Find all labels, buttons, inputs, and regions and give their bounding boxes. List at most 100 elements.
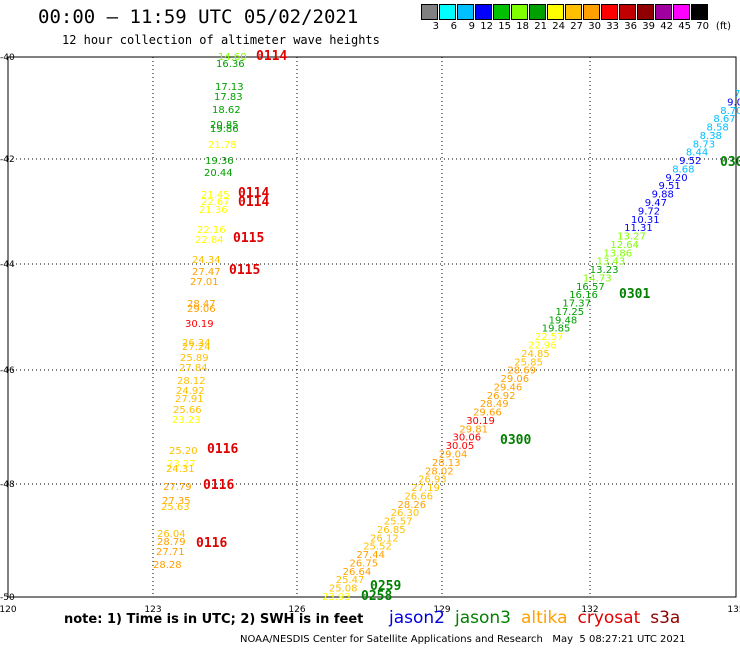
swh-value: 18.62 [212,105,241,116]
swh-value: 20.85 [210,120,239,131]
swh-value: 22.84 [195,235,224,246]
swh-value: 9.51 [658,181,680,192]
scale-label: 21 [534,21,547,32]
swh-value: 19.36 [205,156,234,167]
scale-swatch [421,4,438,20]
swh-value: 8.67 [713,114,735,125]
scale-swatch [691,4,708,20]
swh-value: 25.52 [363,542,392,553]
lat-label: -46 [0,366,15,376]
scale-swatch [475,4,492,20]
scale-label: 33 [606,21,619,32]
swh-value: 9.20 [665,173,687,184]
scale-label: 39 [642,21,655,32]
lon-label: 123 [144,605,161,615]
satellite-legend: jason2 jason3 altika cryosat s3a [389,608,690,628]
swh-value: 30.19 [466,416,495,427]
swh-value: 26.75 [349,558,378,569]
swh-value: 9.88 [652,190,674,201]
swh-value: 25.08 [329,584,358,595]
swh-value: 17.83 [214,92,243,103]
footer-credit: NOAA/NESDIS Center for Satellite Applica… [240,634,686,645]
scale-label: 15 [498,21,511,32]
lat-label: -44 [0,260,15,270]
scale-label: 42 [660,21,673,32]
swh-value: 26.34 [182,338,211,349]
swh-value: 26.92 [487,391,516,402]
scale-swatch [583,4,600,20]
swh-value: 7. [734,89,740,100]
swh-value: 25.63 [161,502,190,513]
satellite-jason2: jason2 [389,608,445,628]
pass-time: 0116 [203,478,234,493]
swh-value: 17.37 [562,299,591,310]
color-scale-swatches [421,4,731,20]
swh-value: 8.44 [686,148,708,159]
swh-value: 20.44 [204,168,233,179]
pass-time: 0301 [619,287,650,302]
swh-value: 25.57 [384,517,413,528]
lon-label: 120 [0,605,17,615]
swh-value: 28.69 [507,366,536,377]
scale-label: 12 [480,21,493,32]
swh-value: 22.67 [201,197,230,208]
map-subtitle: 12 hour collection of altimeter wave hei… [62,33,380,47]
swh-value: 26.64 [343,567,372,578]
pass-time: 0259 [370,579,401,594]
scale-swatch [601,4,618,20]
swh-value: 27.19 [411,483,440,494]
swh-value: 27.47 [192,267,221,278]
swh-value: 29.06 [187,304,216,315]
swh-value: 19.86 [210,124,239,135]
swh-value: 27.35 [162,496,191,507]
scale-label: 6 [450,21,457,32]
pass-time: 030 [720,155,740,170]
swh-value: 25.89 [180,353,209,364]
satellite-cryosat: cryosat [577,608,641,628]
scale-label: 9 [468,21,475,32]
swh-value: 21.36 [199,205,228,216]
scale-swatch [637,4,654,20]
lat-label: -50 [0,593,15,603]
swh-value: 28.79 [157,537,186,548]
swh-value: 26.30 [391,508,420,519]
scale-swatch [439,4,456,20]
swh-value: 30.06 [452,433,481,444]
map-title: 00:00 — 11:59 UTC 05/02/2021 [38,6,359,28]
lon-label: 135 [727,605,740,615]
scale-label: 24 [552,21,565,32]
lat-label: -42 [0,155,15,165]
swh-value: 9.47 [645,198,667,209]
swh-value: 27.79 [163,482,192,493]
scale-label: 18 [516,21,529,32]
swh-value: 16.16 [569,290,598,301]
scale-swatch [673,4,690,20]
swh-value: 8.73 [693,139,715,150]
scale-label: 30 [588,21,601,32]
swh-value: 21.45 [201,190,230,201]
swh-value: 30.19 [185,319,214,330]
swh-value: 13.23 [590,265,619,276]
swh-value: 8.68 [672,164,694,175]
swh-value: 27.71 [156,547,185,558]
swh-value: 9.52 [679,156,701,167]
swh-value: 28.47 [187,299,216,310]
swh-value: 25.66 [173,405,202,416]
swh-value: 11.31 [624,223,653,234]
swh-value: 30.05 [446,441,475,452]
lon-label: 126 [288,605,305,615]
scale-label: 70 [696,21,709,32]
pass-time: 0116 [196,536,227,551]
swh-value: 22.57 [535,332,564,343]
swh-value: 24.31 [166,464,195,475]
swh-value: 27.91 [175,394,204,405]
swh-value: 29.66 [473,408,502,419]
swh-value: 25.85 [514,357,543,368]
swh-value: 28.02 [425,466,454,477]
color-scale: 3 6 9 12 15 18 21 24 27 30 33 36 39 42 45 70 (ft) [421,4,731,32]
swh-value: 10.31 [631,215,660,226]
swh-value: 24.92 [176,386,205,397]
swh-value: 27.01 [190,277,219,288]
swh-value: 8.70 [720,106,740,117]
